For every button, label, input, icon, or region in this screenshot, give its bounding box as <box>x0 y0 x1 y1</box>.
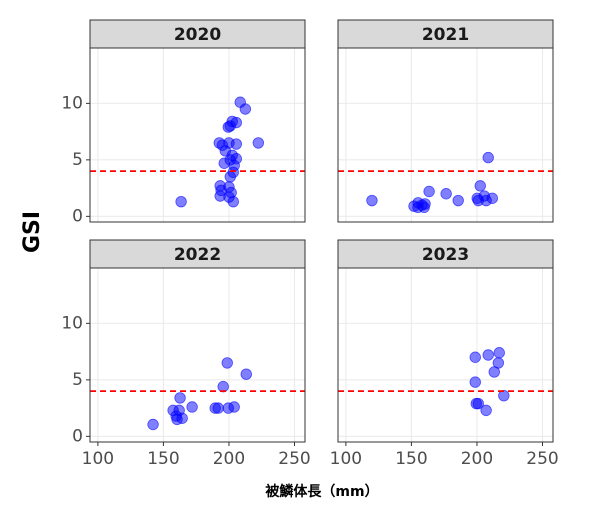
y-tick-label: 5 <box>72 150 83 170</box>
y-tick-label: 5 <box>72 370 83 390</box>
panel-border <box>337 267 554 443</box>
point <box>222 121 235 133</box>
panel <box>90 268 305 442</box>
panel-title: 2020 <box>174 25 221 45</box>
panel-title: 2021 <box>422 25 469 45</box>
point <box>452 194 464 207</box>
point <box>418 201 430 214</box>
point <box>423 185 435 198</box>
y-tick-label: 10 <box>61 93 83 113</box>
point <box>224 171 236 183</box>
point <box>186 401 198 413</box>
panel-title: 2023 <box>422 245 469 265</box>
point <box>230 138 243 150</box>
x-tick-label: 100 <box>330 449 362 469</box>
y-tick-label: 10 <box>61 313 83 333</box>
point <box>218 157 230 169</box>
point <box>366 194 378 207</box>
point <box>227 195 239 208</box>
x-tick-label: 150 <box>147 449 179 469</box>
panel-border <box>337 47 554 223</box>
x-axis-label: 被鱗体長（mm） <box>265 483 378 500</box>
x-tick-label: 150 <box>395 449 427 469</box>
point <box>212 402 224 414</box>
point <box>488 366 500 378</box>
strip <box>337 19 554 49</box>
point <box>228 401 240 413</box>
point <box>474 180 486 192</box>
strip <box>89 239 306 269</box>
point <box>176 412 188 424</box>
point <box>482 151 494 164</box>
panel <box>338 268 553 442</box>
x-tick-label: 200 <box>213 449 245 469</box>
y-axis-label: GSI <box>20 211 45 253</box>
point <box>493 347 505 359</box>
x-tick-label: 100 <box>82 449 114 469</box>
point <box>147 418 159 431</box>
panel-border <box>89 47 306 223</box>
point <box>480 404 492 417</box>
point <box>472 397 484 410</box>
point <box>174 392 186 404</box>
x-tick-label: 250 <box>526 449 558 469</box>
point <box>175 195 187 208</box>
point <box>482 349 494 361</box>
panel <box>90 48 305 222</box>
point <box>440 188 452 200</box>
panel-title: 2022 <box>174 245 221 265</box>
point <box>486 192 499 204</box>
x-tick-label: 250 <box>278 449 310 469</box>
y-tick-label: 0 <box>72 426 83 446</box>
point <box>240 368 252 380</box>
point <box>469 351 481 363</box>
point <box>252 137 265 149</box>
panel-border <box>89 267 306 443</box>
point <box>469 376 481 388</box>
point <box>239 103 252 115</box>
point <box>221 357 233 369</box>
strip <box>89 19 306 49</box>
point <box>472 194 484 207</box>
x-tick-label: 200 <box>461 449 493 469</box>
y-tick-label: 0 <box>72 206 83 226</box>
